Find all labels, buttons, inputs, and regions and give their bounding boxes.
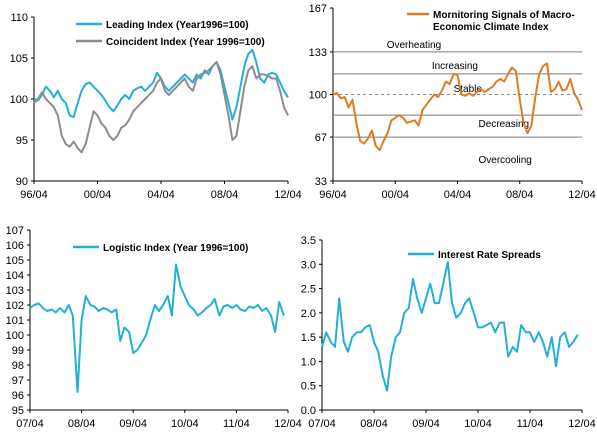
x-tick-label: 09/04 xyxy=(412,418,440,430)
y-tick-label: 101 xyxy=(6,315,24,327)
y-tick-label: 3.5 xyxy=(301,235,316,247)
x-tick-label: 11/04 xyxy=(223,418,250,430)
legend-label: Interest Rate Spreads xyxy=(438,250,541,261)
x-tick-label: 00/04 xyxy=(84,189,112,201)
band-annotation: Decreasing xyxy=(479,119,530,130)
x-tick-label: 12/04 xyxy=(274,418,302,430)
x-tick-label: 11/04 xyxy=(517,418,544,430)
series-line xyxy=(29,263,285,393)
y-tick-label: 2.0 xyxy=(301,308,316,320)
panel-leading-coincident: 90 95 100 105 110 96/04 00/04 04/04 08/04 12/04 Le… xyxy=(10,12,302,201)
x-tick-label: 04/04 xyxy=(444,189,472,201)
y-tick-label: 102 xyxy=(6,300,24,312)
y-tick-label: 99 xyxy=(12,345,24,357)
x-tick-label: 08/04 xyxy=(211,189,239,201)
legend-label: Coincident Index (Year 1996=100) xyxy=(106,37,265,48)
series-line xyxy=(33,61,289,154)
axis-lines xyxy=(29,230,288,411)
x-tick-label: 08/04 xyxy=(68,418,96,430)
y-tick-label: 110 xyxy=(10,12,28,24)
x-tick-label: 08/04 xyxy=(506,189,534,201)
y-tick-label: 2.5 xyxy=(301,284,316,296)
x-tick-label: 12/04 xyxy=(274,189,302,201)
y-tick-label: 67 xyxy=(315,132,327,144)
y-tick-label: 0.0 xyxy=(301,405,316,417)
y-tick-label: 33 xyxy=(315,176,327,188)
y-tick-label: 0.5 xyxy=(301,381,316,393)
y-tick-label: 1.5 xyxy=(301,332,316,344)
band-annotation: Stable xyxy=(454,84,483,95)
y-tick-label: 133 xyxy=(309,47,327,59)
band-annotation: Increasing xyxy=(432,61,478,72)
panel-logistic-index: 95 96 97 98 99 100 101 102 103 104 105 106 107 07/04 0… xyxy=(6,225,302,430)
axis-lines xyxy=(321,240,582,411)
y-tick-label: 105 xyxy=(6,255,24,267)
y-tick-label: 97 xyxy=(12,375,24,387)
y-tick-label: 106 xyxy=(6,240,24,252)
x-tick-label: 07/04 xyxy=(16,418,44,430)
series-line xyxy=(33,48,289,121)
legend-label: Leading Index (Year1996=100) xyxy=(106,20,249,31)
y-tick-label: 96 xyxy=(12,390,24,402)
band-annotation: Overheating xyxy=(387,40,441,51)
x-tick-label: 96/04 xyxy=(319,189,347,201)
y-tick-label: 100 xyxy=(6,330,24,342)
legend-label: Logistic Index (Year 1996=100) xyxy=(103,243,248,254)
y-tick-label: 90 xyxy=(16,176,28,188)
y-tick-label: 95 xyxy=(16,135,28,147)
panel-interest-rate-spreads: 0.0 0.5 1.0 1.5 2.0 2.5 3.0 3.5 07/04 08/04 09/04 1… xyxy=(301,235,596,430)
x-tick-label: 12/04 xyxy=(568,189,596,201)
x-tick-label: 96/04 xyxy=(20,189,48,201)
y-tick-label: 104 xyxy=(6,270,24,282)
x-tick-label: 12/04 xyxy=(568,418,596,430)
x-tick-label: 00/04 xyxy=(381,189,409,201)
band-annotation: Overcooling xyxy=(479,155,532,166)
y-tick-label: 1.0 xyxy=(301,356,316,368)
x-tick-label: 10/04 xyxy=(171,418,199,430)
y-tick-label: 167 xyxy=(309,3,327,15)
x-tick-label: 09/04 xyxy=(119,418,147,430)
y-tick-label: 100 xyxy=(10,94,28,106)
legend-label: Economic Climate Index xyxy=(433,22,549,33)
x-tick-label: 08/04 xyxy=(360,418,388,430)
series-line xyxy=(321,260,579,392)
panel-climate-signals: 33 67 100 133 167 96/04 00/04 04/04 08/04 12/04 Ov… xyxy=(309,3,596,201)
x-tick-label: 07/04 xyxy=(308,418,336,430)
y-tick-label: 3.0 xyxy=(301,259,316,271)
x-tick-label: 04/04 xyxy=(147,189,175,201)
y-tick-label: 105 xyxy=(10,53,28,65)
y-tick-label: 98 xyxy=(12,360,24,372)
legend-label: Mornitoring Signals of Macro- xyxy=(433,10,575,21)
x-tick-label: 10/04 xyxy=(464,418,492,430)
y-tick-label: 100 xyxy=(309,90,327,102)
y-tick-label: 103 xyxy=(6,285,24,297)
series-line xyxy=(332,62,583,151)
y-tick-label: 107 xyxy=(6,225,24,237)
y-tick-label: 95 xyxy=(12,405,24,417)
